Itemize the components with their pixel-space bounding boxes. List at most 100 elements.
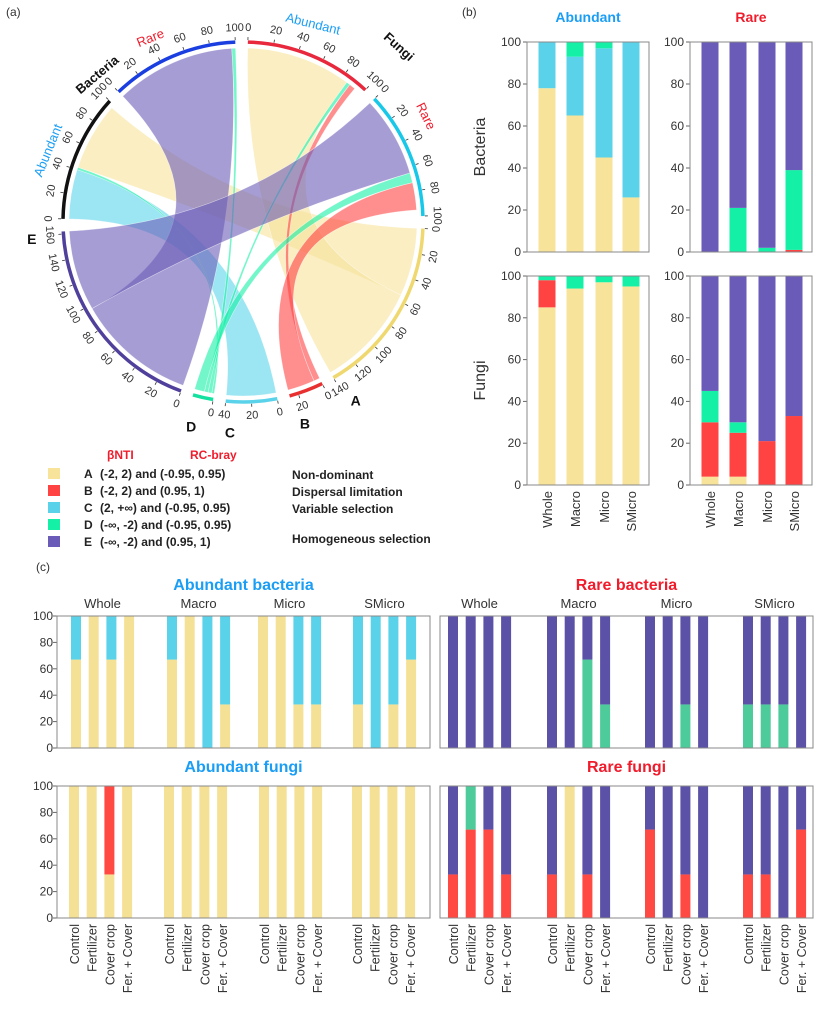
bar-segment-d <box>595 42 613 49</box>
x-tick-label-treatment: Fer. + Cover <box>216 924 230 993</box>
chord-tick-label: 40 <box>119 369 136 386</box>
bar-segment-d <box>622 276 640 287</box>
plot-frame <box>689 41 813 253</box>
bar-segment-a <box>293 704 304 748</box>
chart-title: Rare bacteria <box>576 577 677 594</box>
chord-tick-mark <box>375 346 378 350</box>
x-tick-label-treatment: Fertilizer <box>662 924 676 972</box>
bar-segment-a <box>595 157 613 252</box>
chord-tick-mark <box>355 364 359 368</box>
chord-tick-label: 0 <box>207 407 215 420</box>
bar-segment-d <box>778 704 789 748</box>
plot-frame <box>526 41 650 253</box>
bar-segment-a <box>88 616 99 748</box>
x-tick-label-treatment: Fertilizer <box>760 924 774 972</box>
x-tick-label-treatment: Fer. + Cover <box>121 924 135 993</box>
bar-segment-d <box>582 659 593 748</box>
chord-tick-mark <box>105 97 109 100</box>
bar-segment-c <box>622 42 640 198</box>
bar-segment-d <box>729 207 747 252</box>
chord-tick-mark <box>405 303 409 306</box>
column-title: Abundant <box>555 9 621 25</box>
bar-segment-b <box>796 829 807 918</box>
panel-c-chart-abundant-fungi: Abundant fungi 0 20 40 60 80 100 Control Fertili… <box>33 759 431 993</box>
plot-frame <box>56 785 431 919</box>
x-tick-label-treatment: Control <box>644 924 658 964</box>
chord-sector-label-c: C <box>225 424 235 440</box>
legend-range: (-∞, -2) and (0.95, 1) <box>100 535 211 549</box>
legend-range: (-∞, -2) and (-0.95, 0.95) <box>100 518 231 532</box>
group-label: Whole <box>461 596 498 611</box>
chord-tick-label: 20 <box>122 55 139 72</box>
column-title: Rare <box>735 9 766 25</box>
y-tick-label: 60 <box>671 119 685 133</box>
x-tick-label-treatment: Cover crop <box>103 924 117 985</box>
chord-tick-label: 140 <box>329 380 351 400</box>
legend-swatch-d <box>48 519 60 530</box>
chord-tick-label: 80 <box>74 105 91 122</box>
x-tick-label-treatment: Control <box>68 924 82 964</box>
plot-frame <box>439 785 814 919</box>
bar-segment-d <box>760 704 771 748</box>
chord-sector-label-b: B <box>300 415 310 431</box>
y-tick-label: 0 <box>677 478 684 492</box>
chord-tick-mark <box>114 88 118 91</box>
chord-tick-label: 40 <box>50 156 65 171</box>
y-tick-label: 0 <box>677 245 684 259</box>
legend-letter: A <box>84 467 93 481</box>
bar-segment-e <box>778 786 789 918</box>
chord-tick-label: 120 <box>52 279 70 300</box>
chord-tick-label: 0 <box>43 215 55 221</box>
bar-segment-d <box>566 276 584 289</box>
bar-segment-b <box>785 249 803 252</box>
bar-segment-a <box>622 197 640 252</box>
chart-title: Abundant bacteria <box>173 577 314 594</box>
x-tick-label-treatment: Fer. + Cover <box>697 924 711 993</box>
bar-segment-e <box>680 616 691 705</box>
y-tick-label: 0 <box>46 911 53 925</box>
chord-sector-ring-e <box>61 231 182 393</box>
chord-tick-mark <box>375 95 379 98</box>
bar-segment-a <box>311 704 322 748</box>
bar-segment-b <box>582 874 593 918</box>
bar-segment-e <box>760 616 771 705</box>
chord-tick-label: 60 <box>408 301 424 317</box>
chord-tick-mark <box>89 118 93 121</box>
bar-segment-c <box>167 616 177 660</box>
x-tick-label-treatment: Cover crop <box>777 924 791 985</box>
chord-ribbons <box>68 47 418 397</box>
bar-segment-d <box>758 247 776 252</box>
legend-letter: B <box>84 484 93 498</box>
chord-tick-label: 60 <box>60 130 76 146</box>
legend-swatch-a <box>48 468 60 479</box>
x-tick-label-treatment: Cover crop <box>581 924 595 985</box>
chord-tick-mark <box>421 254 426 256</box>
y-tick-label: 40 <box>40 688 54 702</box>
plot-frame <box>439 615 814 749</box>
group-label: Macro <box>180 596 216 611</box>
chord-tick-mark <box>132 367 135 371</box>
bar-segment-b <box>465 829 476 918</box>
bar-segment-a <box>259 786 269 918</box>
group-label: Micro <box>661 596 693 611</box>
bar-segment-a <box>106 659 117 748</box>
bar-segment-b <box>448 874 458 918</box>
chord-tick-label: 40 <box>218 408 231 421</box>
chord-tick-label: 20 <box>394 102 411 119</box>
bar-segment-d <box>743 704 753 748</box>
bar-segment-a <box>86 786 97 918</box>
chord-tick-label: 20 <box>45 184 59 198</box>
bar-segment-d <box>701 390 719 423</box>
y-tick-label: 100 <box>33 609 53 623</box>
panel-c-bar-charts: Abundant bacteria 0 20 40 60 80 100 Whole Macro M… <box>33 577 814 993</box>
bar-segment-e <box>483 786 494 830</box>
chord-tick-mark <box>112 350 115 354</box>
chord-tick-mark <box>208 40 210 44</box>
bar-segment-a <box>124 616 135 748</box>
y-tick-label: 80 <box>671 311 685 325</box>
chord-tick-label: 120 <box>352 364 374 385</box>
bar-segment-e <box>662 616 673 748</box>
chord-tick-mark <box>182 46 185 51</box>
chord-tick-mark <box>94 330 98 334</box>
